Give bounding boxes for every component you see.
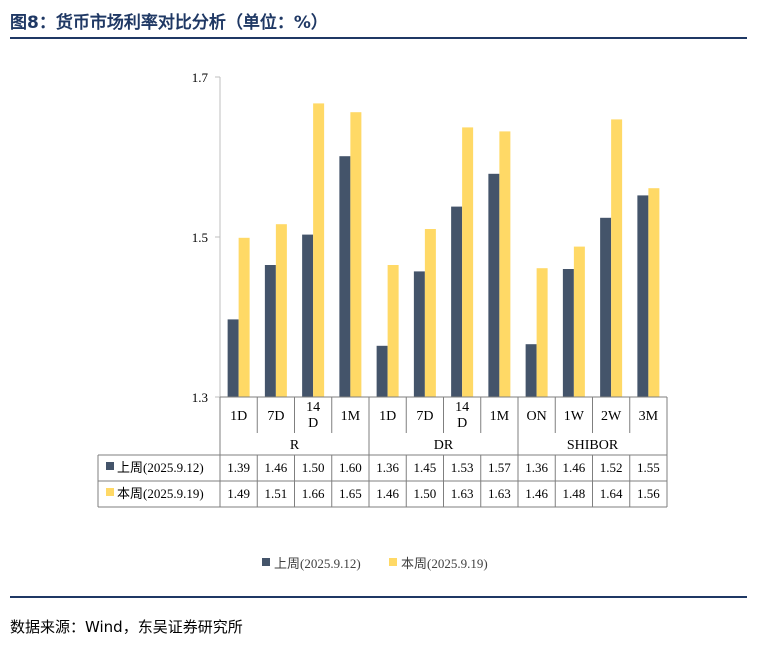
x-tick-label: 14 D xyxy=(306,400,320,431)
data-label: 1.52 xyxy=(600,460,623,475)
bar-curr xyxy=(238,237,250,397)
bar-prev xyxy=(227,319,239,397)
x-tick-label: 1W xyxy=(564,409,585,424)
page-title: 图8：货币市场利率对比分析（单位：%） xyxy=(10,13,328,33)
legend-key xyxy=(389,558,397,566)
data-label: 1.65 xyxy=(339,486,362,501)
data-label: 1.50 xyxy=(302,460,325,475)
bar-prev xyxy=(600,217,612,397)
bar-curr xyxy=(387,265,399,397)
data-label: 1.53 xyxy=(451,460,474,475)
data-label: 1.60 xyxy=(339,460,362,475)
x-tick-label: 1M xyxy=(341,409,361,424)
data-label: 1.46 xyxy=(265,460,288,475)
bar-curr xyxy=(313,103,325,398)
data-label: 1.45 xyxy=(414,460,437,475)
data-label: 1.50 xyxy=(414,486,437,501)
bar-curr xyxy=(462,127,474,398)
bar-prev xyxy=(562,269,574,397)
data-label: 1.56 xyxy=(637,486,660,501)
bar-prev xyxy=(637,195,649,397)
bar-curr xyxy=(424,229,436,397)
bottom-rule xyxy=(10,596,747,598)
bar-prev xyxy=(339,156,351,397)
group-label: DR xyxy=(434,438,454,453)
bar-curr xyxy=(648,188,660,397)
bar-prev xyxy=(488,173,500,397)
x-tick-label: 1D xyxy=(230,409,247,424)
data-label: 1.39 xyxy=(227,460,250,475)
data-label: 1.63 xyxy=(488,486,511,501)
data-label: 1.55 xyxy=(637,460,660,475)
y-tick-label: 1.7 xyxy=(192,70,209,85)
bar-prev xyxy=(451,206,463,397)
legend-label: 上周(2025.9.12) xyxy=(274,556,361,571)
x-tick-label: 3M xyxy=(639,409,659,424)
data-label: 1.36 xyxy=(525,460,548,475)
bar-curr xyxy=(499,131,511,397)
data-label: 1.51 xyxy=(265,486,288,501)
bar-curr xyxy=(536,268,548,397)
source-note: 数据来源：Wind，东吴证券研究所 xyxy=(10,618,243,636)
data-label: 1.64 xyxy=(600,486,623,501)
data-label: 1.66 xyxy=(302,486,325,501)
group-label: SHIBOR xyxy=(567,438,619,453)
data-label: 1.46 xyxy=(376,486,399,501)
data-label: 1.49 xyxy=(227,486,250,501)
table-row-header: 上周(2025.9.12) xyxy=(117,460,204,475)
bar-prev xyxy=(525,344,537,397)
table-row-header: 本周(2025.9.19) xyxy=(117,486,204,501)
x-tick-label: 1M xyxy=(490,409,510,424)
x-tick-label: 7D xyxy=(267,409,284,424)
bar-prev xyxy=(413,271,425,397)
table-legend-key xyxy=(106,488,114,496)
x-tick-label: 14 D xyxy=(455,400,469,431)
x-tick-label: 1D xyxy=(379,409,396,424)
data-label: 1.46 xyxy=(563,460,586,475)
bar-prev xyxy=(376,345,388,397)
data-label: 1.57 xyxy=(488,460,511,475)
bar-prev xyxy=(302,234,314,397)
bar-curr xyxy=(611,119,623,398)
data-label: 1.36 xyxy=(376,460,399,475)
legend-key xyxy=(262,558,270,566)
data-label: 1.46 xyxy=(525,486,548,501)
bar-curr xyxy=(350,112,362,397)
group-label: R xyxy=(290,438,300,453)
y-tick-label: 1.3 xyxy=(192,390,208,405)
bar-curr xyxy=(275,224,287,397)
data-label: 1.48 xyxy=(563,486,586,501)
legend-label: 本周(2025.9.19) xyxy=(401,556,488,571)
x-tick-label: 2W xyxy=(601,409,622,424)
table-legend-key xyxy=(106,462,114,470)
top-rule xyxy=(10,37,747,39)
data-label: 1.63 xyxy=(451,486,474,501)
bar-curr xyxy=(573,246,585,397)
x-tick-label: 7D xyxy=(416,409,433,424)
x-tick-label: ON xyxy=(527,409,547,424)
bar-chart: 1.3 1.5 1.7 1D 7D 14 D 1M 1D 7D 14 D 1M ON 1W 2W 3M R DR SH… xyxy=(97,70,668,571)
y-tick-label: 1.5 xyxy=(192,230,208,245)
bar-prev xyxy=(264,265,276,397)
